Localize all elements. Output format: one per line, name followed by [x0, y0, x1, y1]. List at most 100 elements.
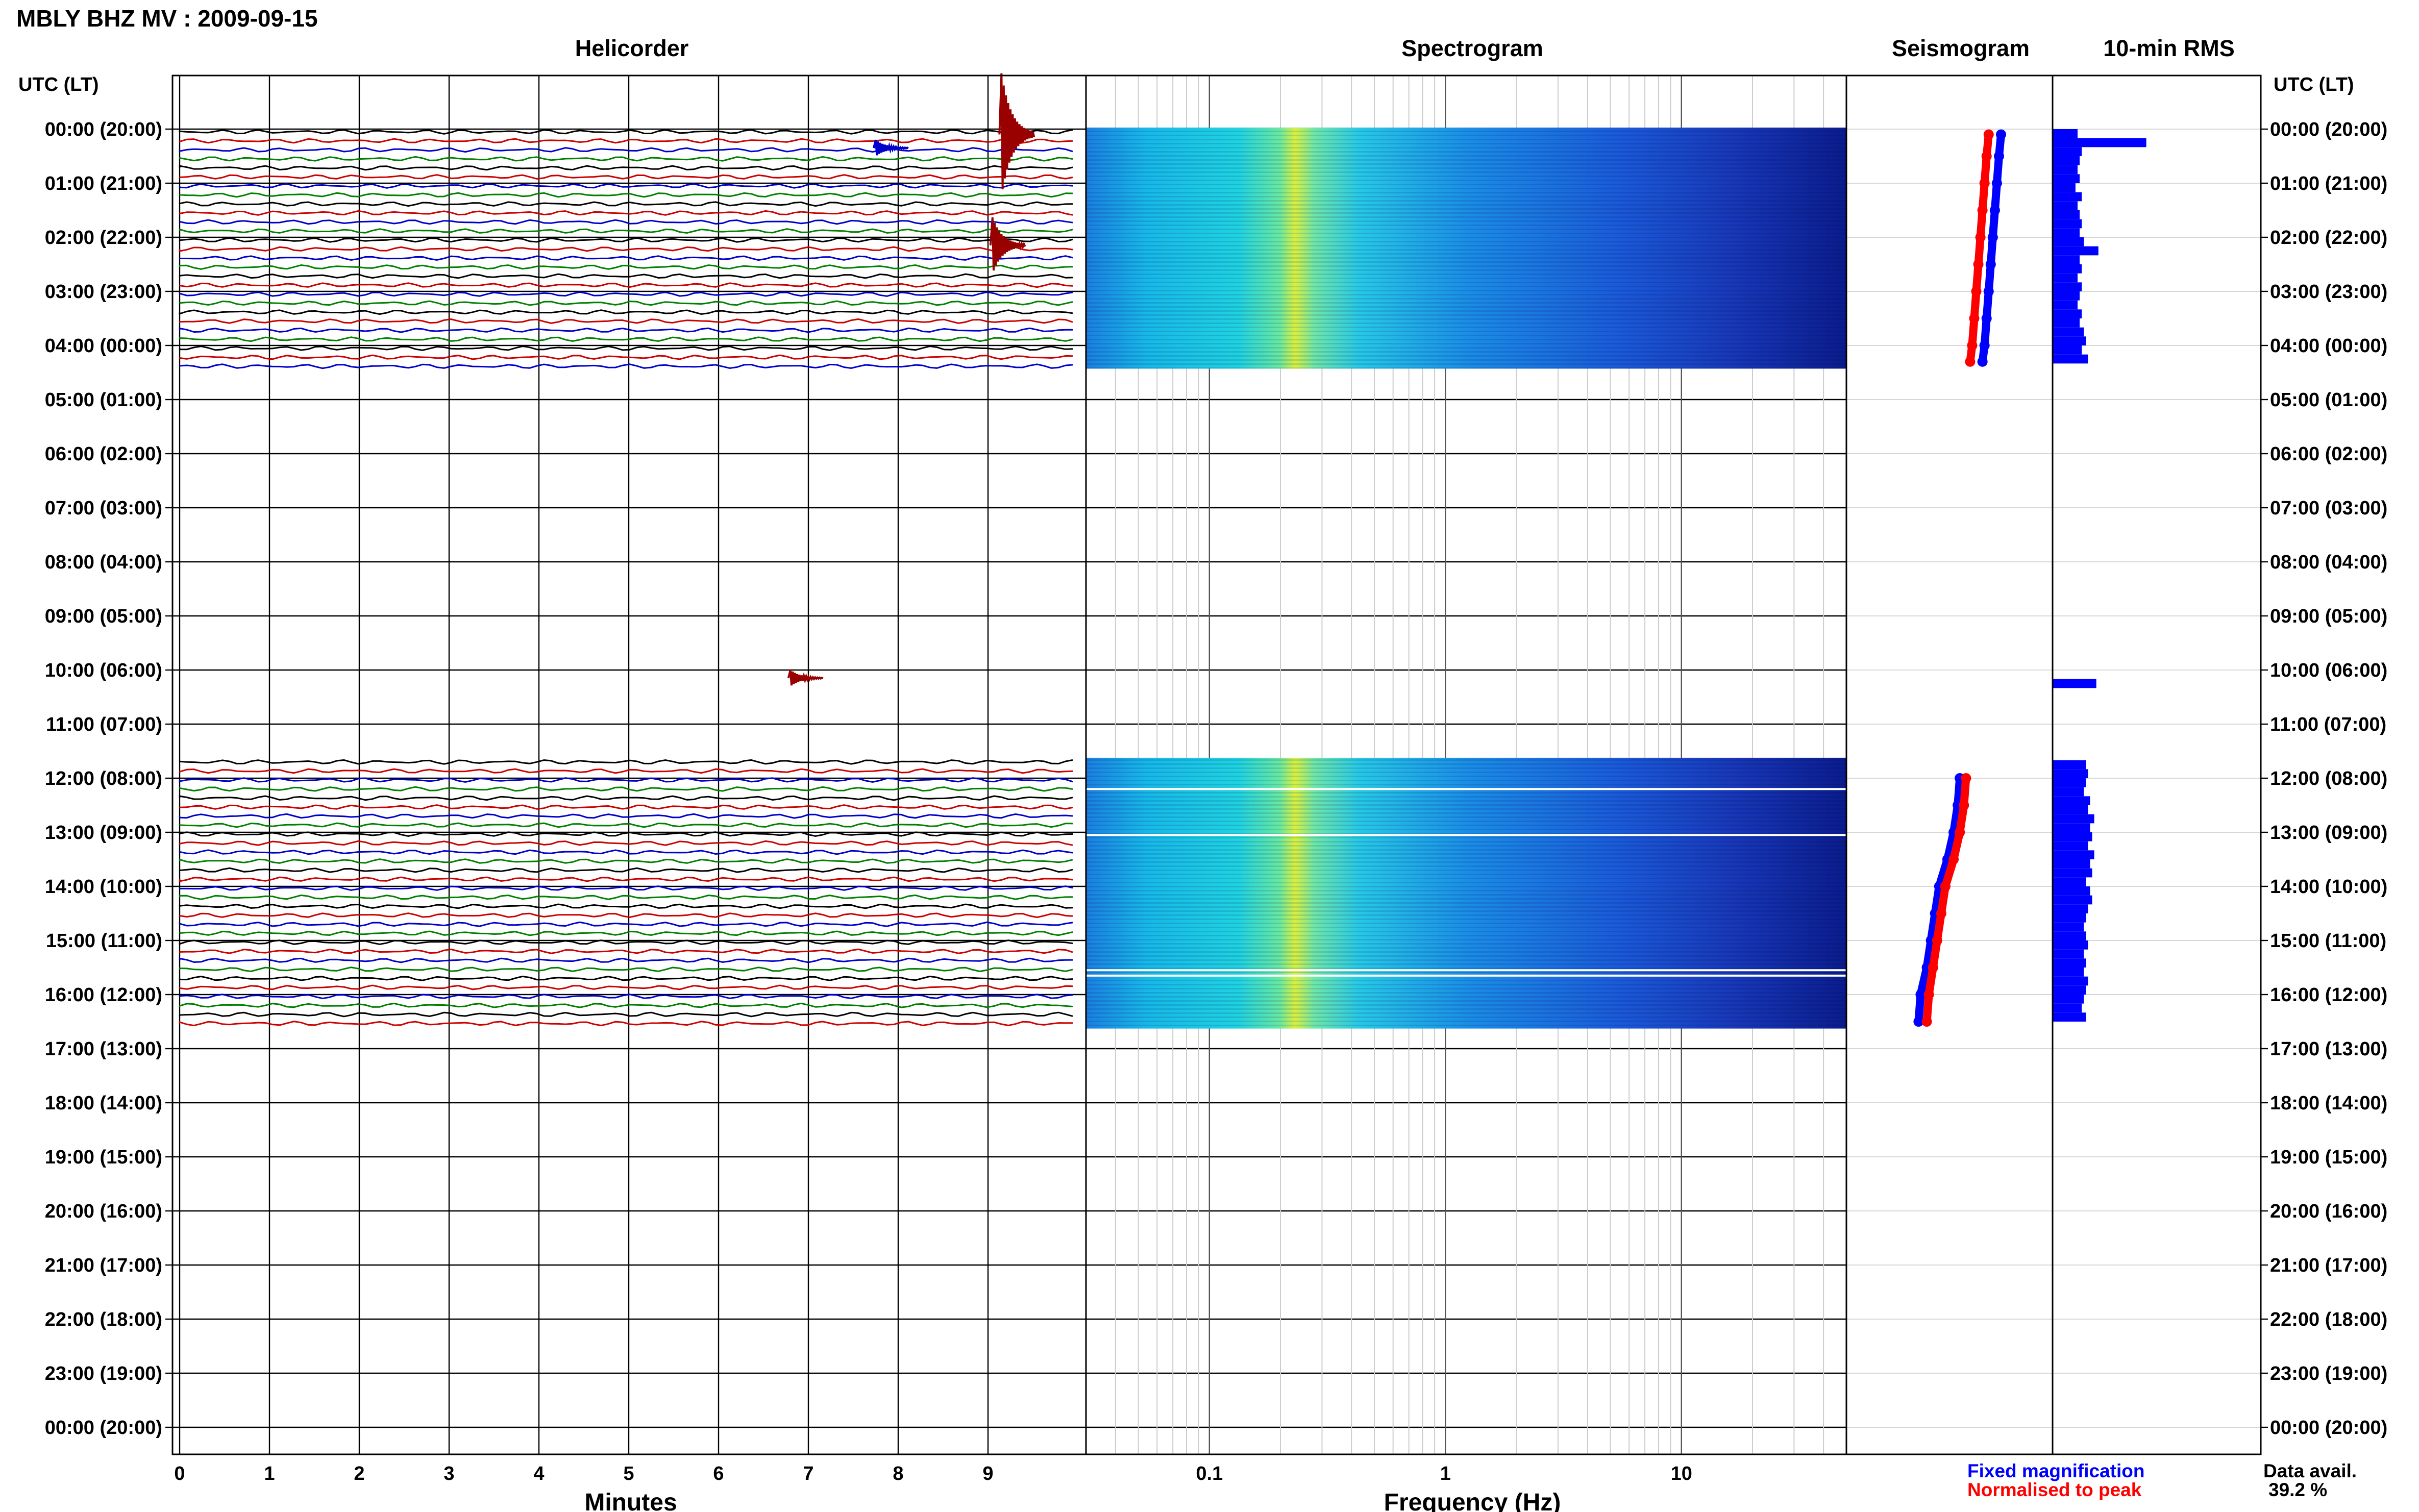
rms-bar — [2053, 183, 2076, 192]
rms-bar — [2053, 210, 2080, 219]
seismogram-fixed-line — [1978, 134, 2005, 362]
time-tick-label-left: 21:00 (17:00) — [45, 1255, 162, 1276]
time-tick-label-left: 14:00 (10:00) — [45, 876, 162, 898]
rms-bar — [2053, 192, 2082, 202]
minute-tick-label: 5 — [623, 1463, 634, 1484]
rms-bar — [2053, 949, 2084, 959]
frequency-tick-label: 10 — [1671, 1463, 1692, 1484]
rms-bar — [2053, 760, 2086, 770]
helicorder-trace — [179, 994, 1073, 1000]
time-tick-label-left: 16:00 (12:00) — [45, 984, 162, 1006]
helicorder-event — [787, 670, 824, 686]
helicorder-trace — [179, 354, 1073, 360]
rms-bar — [2053, 976, 2088, 986]
helicorder-trace — [179, 291, 1073, 297]
time-tick-label-right: 16:00 (12:00) — [2270, 984, 2387, 1006]
time-tick-label-left: 20:00 (16:00) — [45, 1201, 162, 1222]
rms-bar — [2053, 147, 2082, 156]
rms-bar — [2053, 273, 2078, 283]
plot-frame — [171, 75, 2262, 1455]
rms-bar — [2053, 336, 2086, 345]
helicorder-trace — [179, 939, 1073, 946]
time-tick-label-left: 13:00 (09:00) — [45, 822, 162, 844]
rms-bar — [2053, 219, 2082, 229]
rms-bar — [2053, 1012, 2086, 1022]
rms-bar — [2053, 859, 2090, 869]
seismogram-title: Seismogram — [1892, 35, 2030, 61]
helicorder-trace — [179, 318, 1073, 324]
time-tick-label-right: 18:00 (14:00) — [2270, 1093, 2387, 1114]
station-title: MBLY BHZ MV : 2009-09-15 — [16, 5, 318, 32]
helicorder-trace — [179, 759, 1073, 765]
rms-bar — [2053, 832, 2092, 841]
time-tick-label-right: 23:00 (19:00) — [2270, 1363, 2387, 1384]
helicorder-trace — [179, 885, 1073, 891]
time-tick-label-right: 03:00 (23:00) — [2270, 281, 2387, 303]
time-tick-label-right: 21:00 (17:00) — [2270, 1255, 2387, 1276]
rms-bar — [2053, 841, 2088, 851]
helicorder-trace — [179, 957, 1073, 963]
time-tick-label-right: 17:00 (13:00) — [2270, 1038, 2387, 1060]
time-tick-label-right: 22:00 (18:00) — [2270, 1309, 2387, 1330]
helicorder-trace — [179, 246, 1073, 252]
rms-bar — [2053, 922, 2084, 932]
rms-bar — [2053, 246, 2099, 256]
time-tick-label-right: 07:00 (03:00) — [2270, 498, 2387, 519]
time-tick-label-right: 13:00 (09:00) — [2270, 822, 2387, 844]
time-ticks-left: 00:00 (20:00) 01:00 (21:00) 02:00 (22:00) 0… — [45, 119, 172, 1439]
time-tick-label-left: 09:00 (05:00) — [45, 606, 162, 627]
helicorder-trace — [179, 264, 1073, 270]
rms-bar — [2053, 237, 2084, 246]
frequency-tick-label: 0.1 — [1196, 1463, 1223, 1484]
seismogram-normalised-line — [1966, 134, 1993, 362]
time-tick-label-left: 11:00 (07:00) — [46, 714, 162, 735]
time-tick-label-left: 02:00 (22:00) — [45, 227, 162, 249]
time-axis-label-left: UTC (LT) — [18, 74, 99, 95]
time-tick-label-left: 08:00 (04:00) — [45, 552, 162, 573]
helicorder-trace — [179, 930, 1073, 936]
helicorder-trace — [179, 138, 1073, 144]
rms-bar — [2053, 805, 2088, 814]
time-tick-label-right: 10:00 (06:00) — [2270, 660, 2387, 681]
time-ticks-right: 00:00 (20:00) 01:00 (21:00) 02:00 (22:00) 0… — [2261, 119, 2387, 1439]
time-tick-label-right: 00:00 (20:00) — [2270, 1417, 2387, 1439]
rms-bar — [2053, 895, 2092, 905]
spectrogram-x-label: Frequency (Hz) — [1384, 1489, 1561, 1512]
helicorder-trace — [179, 1021, 1073, 1027]
time-tick-label-left: 03:00 (23:00) — [45, 281, 162, 303]
spectrogram-texture — [1086, 757, 1846, 1029]
helicorder-trace — [179, 201, 1073, 207]
time-tick-label-right: 09:00 (05:00) — [2270, 606, 2387, 627]
rms-bar — [2053, 138, 2146, 147]
rms-bar — [2053, 300, 2078, 310]
helicorder-trace — [179, 984, 1073, 990]
rms-bar — [2053, 345, 2082, 355]
rms-bar — [2053, 156, 2080, 165]
minute-tick-label: 8 — [893, 1463, 903, 1484]
helicorder-x-ticks: 0 1 2 3 4 5 6 7 8 9 — [174, 1463, 993, 1484]
rms-bar — [2053, 931, 2086, 940]
time-tick-label-left: 19:00 (15:00) — [45, 1147, 162, 1168]
helicorder-trace — [179, 858, 1073, 864]
rms-layer — [2053, 129, 2146, 1022]
rms-bar — [2053, 995, 2084, 1004]
time-tick-label-right: 01:00 (21:00) — [2270, 173, 2387, 194]
seismogram-normalised-line — [1922, 778, 1970, 1022]
rms-bar — [2053, 958, 2086, 968]
rms-bar — [2053, 309, 2082, 318]
minute-tick-label: 0 — [174, 1463, 185, 1484]
seismogram-fixed-line — [1914, 778, 1964, 1022]
helicorder-trace — [179, 786, 1073, 792]
rms-bar — [2053, 354, 2088, 364]
helicorder-trace — [179, 282, 1073, 288]
rms-bar — [2053, 264, 2082, 274]
minute-tick-label: 1 — [264, 1463, 275, 1484]
rms-bar — [2053, 904, 2088, 913]
time-tick-label-left: 05:00 (01:00) — [45, 389, 162, 411]
rms-bar — [2053, 327, 2084, 337]
time-tick-label-right: 08:00 (04:00) — [2270, 552, 2387, 573]
time-tick-label-right: 11:00 (07:00) — [2270, 714, 2386, 735]
spectrogram-x-ticks: 0.1 1 10 — [1196, 1463, 1692, 1484]
helicorder-trace — [179, 813, 1073, 819]
